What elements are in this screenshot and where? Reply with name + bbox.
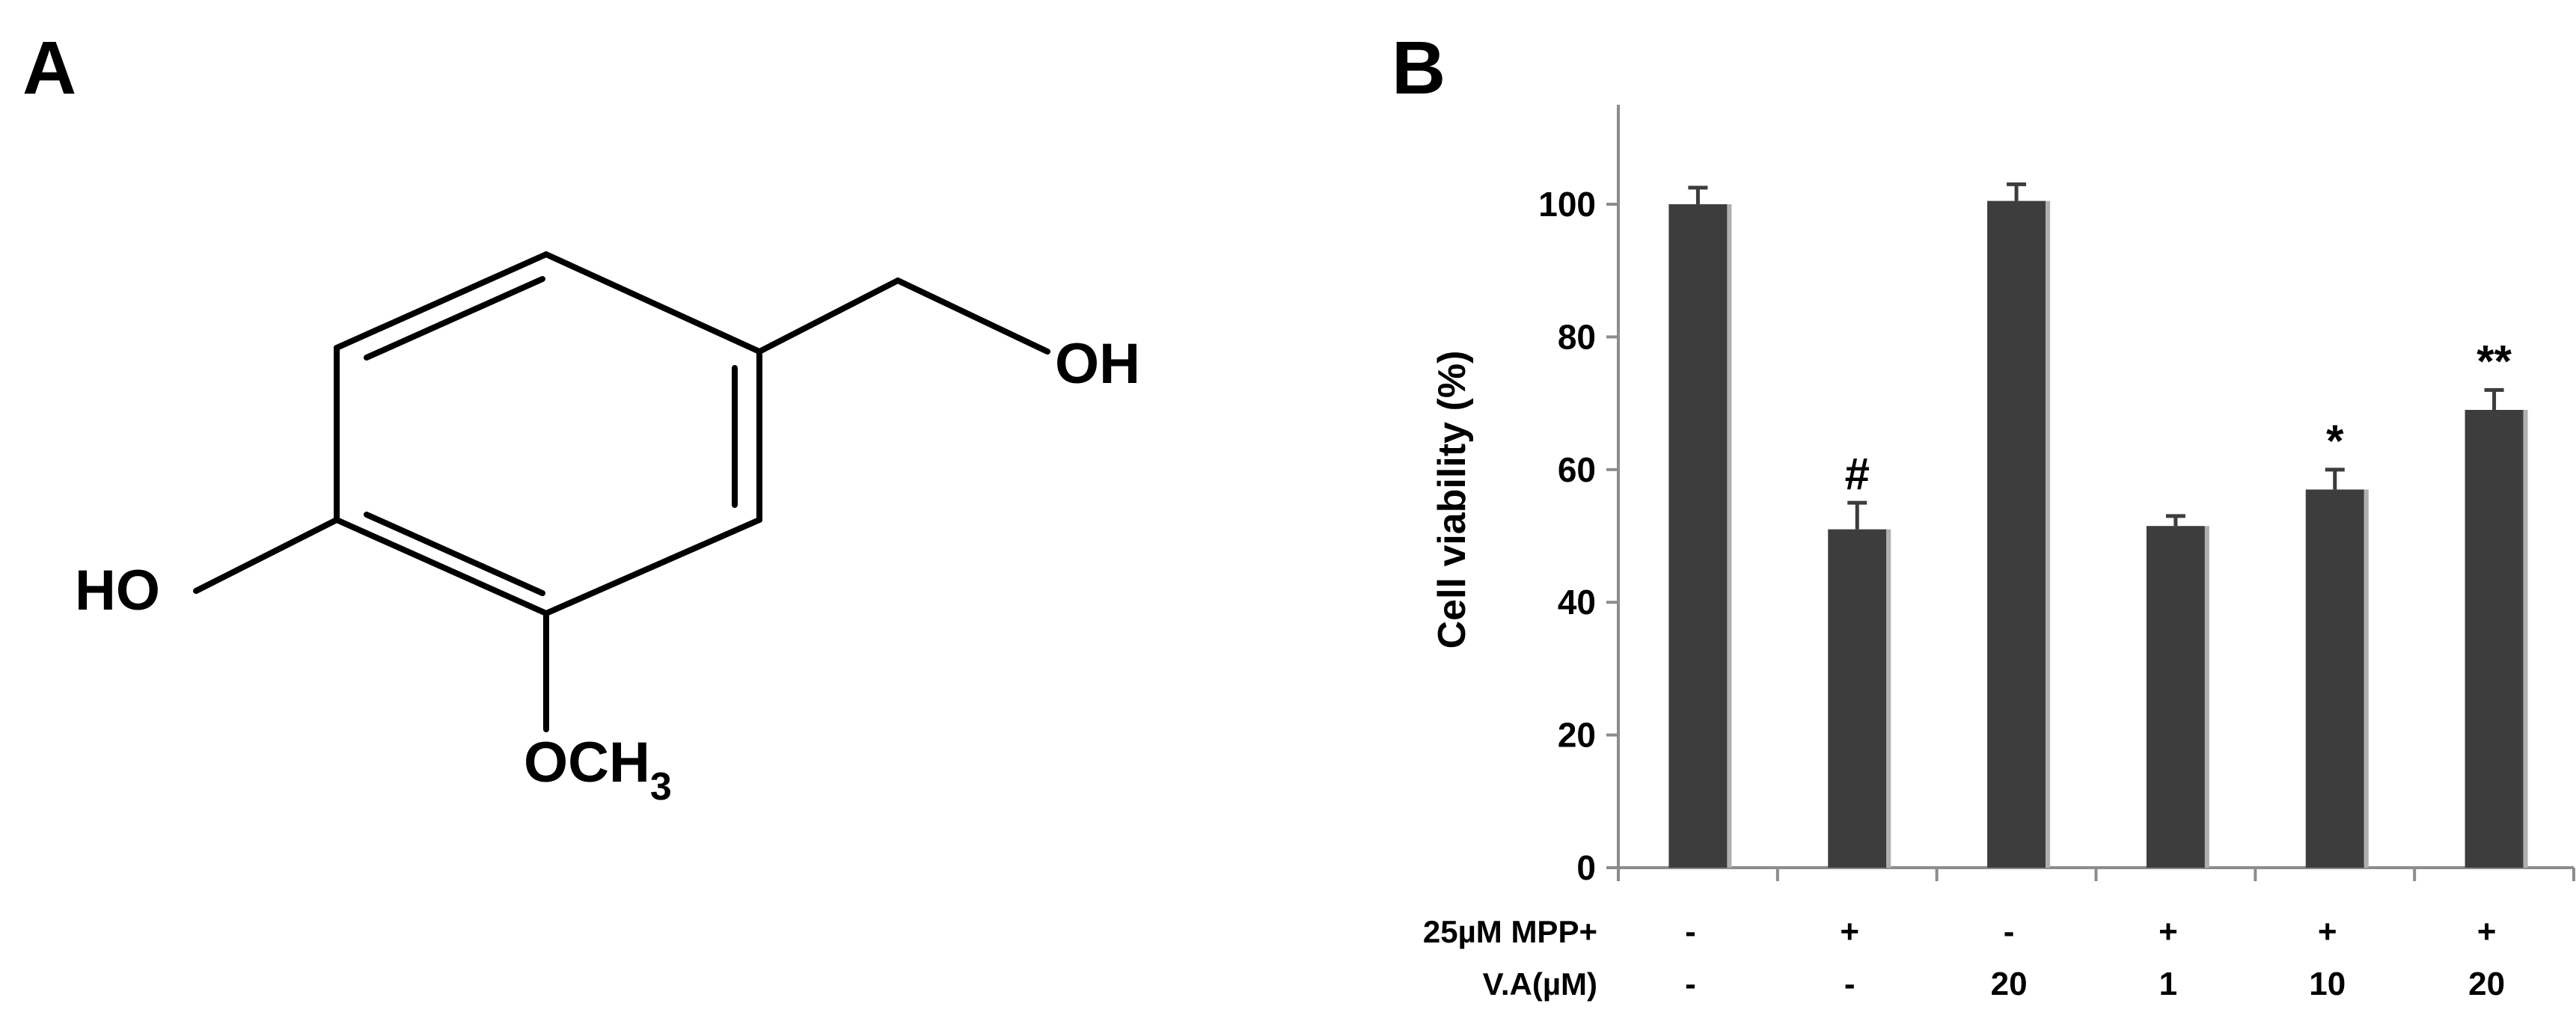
bar (2146, 526, 2205, 868)
panel-b-label: B (1392, 26, 1445, 110)
methoxy-subscript: 3 (650, 765, 672, 809)
ring-double-bond-bottom (364, 512, 545, 596)
error-bars (1688, 182, 2504, 530)
ring-bond-4 (334, 517, 549, 616)
significance-mark: ** (2476, 336, 2512, 386)
condition-value: + (2477, 913, 2497, 950)
bar (2305, 489, 2364, 868)
condition-value: 10 (2309, 966, 2346, 1002)
y-tick-label: 20 (1558, 716, 1596, 755)
condition-value: 20 (1991, 966, 2028, 1002)
ring-double-bond-top (364, 276, 545, 361)
y-tick-label: 100 (1538, 185, 1596, 224)
bar-edge (1727, 204, 1732, 868)
significance-mark: # (1845, 449, 1870, 499)
y-ticks: 0 20 40 60 80 100 (1538, 185, 1618, 887)
condition-value: - (2004, 913, 2015, 950)
ring-bond-6 (334, 251, 549, 351)
bar (1987, 200, 2046, 868)
condition-value: - (1844, 966, 1855, 1002)
ch2-oh-bond (895, 278, 1050, 355)
phenol-ho-label: HO (75, 559, 160, 622)
hydroxymethyl-oh-label: OH (1055, 332, 1140, 396)
y-tick-label: 0 (1576, 848, 1596, 887)
condition-row-label: 25µM MPP+ (1423, 914, 1597, 949)
condition-table: 25µM MPP+ - + - + + + V.A(µM) - - 20 1 10 20 (1423, 868, 2575, 1002)
significance-annotations: #*** (1845, 336, 2512, 499)
condition-value: + (2318, 913, 2337, 950)
condition-row-label: V.A(µM) (1483, 966, 1597, 1002)
ch2-bond (756, 278, 901, 355)
bar-edge (2523, 410, 2528, 868)
bar (1828, 529, 1887, 868)
condition-value: 20 (2468, 966, 2505, 1002)
panel-a: A OH HO OCH3 (22, 26, 1140, 809)
bar-edge (2046, 200, 2051, 868)
condition-value: 1 (2159, 966, 2177, 1002)
methoxy-main: OCH (524, 731, 650, 794)
bar-edge (2364, 489, 2369, 868)
ring-bond-3 (543, 517, 762, 616)
significance-mark: * (2326, 416, 2344, 466)
vanillyl-alcohol-structure (193, 251, 1050, 732)
bars (1668, 200, 2528, 868)
bar (1668, 204, 1728, 868)
bar-edge (1886, 529, 1891, 868)
phenol-oh-bond (193, 517, 340, 594)
methoxy-label: OCH3 (524, 731, 672, 809)
panel-a-label: A (22, 26, 76, 110)
y-tick-label: 40 (1558, 583, 1596, 622)
condition-value: + (1840, 913, 1859, 950)
y-axis-title: Cell viability (%) (1431, 351, 1474, 649)
condition-value: + (2159, 913, 2178, 950)
ring-bond-1 (543, 251, 762, 355)
y-tick-label: 60 (1558, 450, 1596, 489)
condition-value: - (1685, 913, 1696, 950)
condition-value: - (1685, 966, 1696, 1002)
bar-edge (2204, 526, 2209, 868)
y-tick-label: 80 (1558, 317, 1596, 356)
bar (2465, 410, 2524, 868)
